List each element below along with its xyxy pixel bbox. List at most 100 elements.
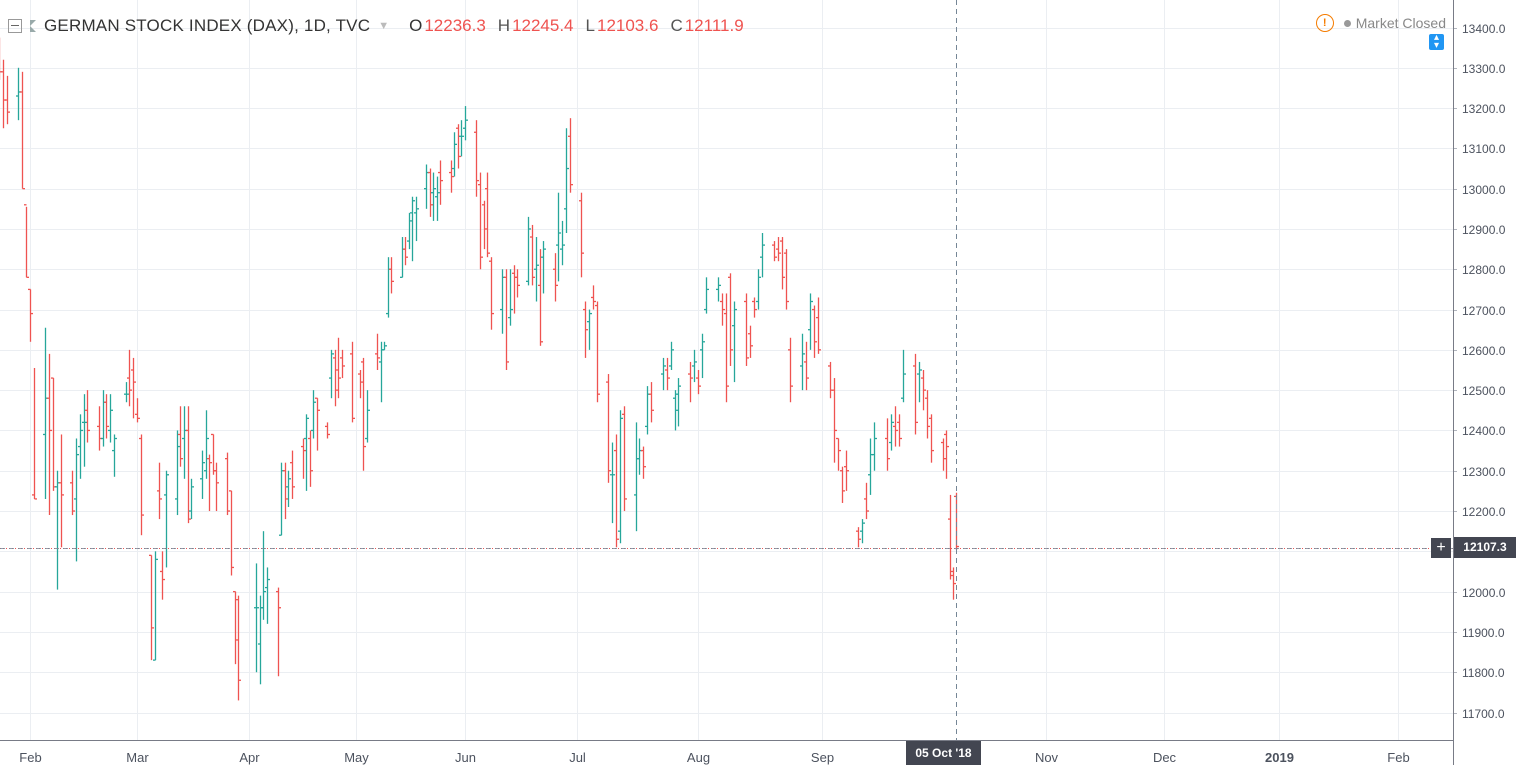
ohlc-bar: [889, 414, 894, 451]
ohlc-bar: [951, 567, 956, 600]
ohlc-bar: [948, 494, 953, 580]
x-tick-label: Jun: [455, 750, 476, 765]
ohlc-bar: [135, 398, 140, 423]
ohlc-bar: [225, 452, 230, 516]
ohlc-bar: [637, 438, 642, 475]
ohlc-bar: [696, 370, 701, 395]
auto-scale-icon[interactable]: ▴ ▾: [1429, 33, 1444, 51]
ohlc-bar: [728, 273, 733, 366]
ohlc-bar: [164, 470, 169, 568]
ohlc-bar: [16, 67, 21, 121]
y-tick-label: 13000.0: [1462, 183, 1506, 197]
ohlc-bar: [229, 490, 234, 576]
ohlc-bar: [182, 406, 187, 479]
market-status-label: Market Closed: [1355, 15, 1446, 31]
flag-icon: [30, 20, 36, 32]
x-tick-label: Sep: [811, 750, 834, 765]
ohlc-bar: [449, 160, 454, 193]
ohlc-bar: [283, 462, 288, 520]
ohlc-bar: [756, 269, 761, 310]
ohlc-bar: [279, 462, 284, 536]
x-tick-label: Nov: [1035, 750, 1059, 765]
ohlc-bar: [336, 337, 341, 399]
ohlc-bar: [808, 293, 813, 350]
ohlc-bar: [407, 212, 412, 250]
ohlc-bar: [688, 361, 693, 403]
ohlc-bar: [860, 519, 865, 544]
ohlc-bar: [265, 567, 270, 624]
warning-icon[interactable]: !: [1315, 14, 1334, 32]
status-dot-icon: [1343, 19, 1351, 27]
x-tick-label: Feb: [19, 750, 41, 765]
ohlc-bar: [538, 249, 543, 346]
ohlc-bar: [595, 301, 600, 403]
y-tick-label: 12200.0: [1462, 505, 1506, 519]
y-tick-label: 12600.0: [1462, 344, 1506, 358]
x-tick-label: Apr: [239, 750, 260, 765]
market-status: ! Market Closed: [1315, 14, 1446, 32]
chevron-down-icon[interactable]: ▼: [378, 20, 390, 32]
ohlc-bar: [622, 406, 627, 512]
x-tick-label: Aug: [687, 750, 710, 765]
ohlc-bar: [530, 224, 535, 286]
ohlc-bar: [382, 341, 387, 351]
symbol-title[interactable]: GERMAN STOCK INDEX (DAX), 1D, TVC: [44, 16, 371, 35]
ohlc-bar: [340, 349, 345, 379]
ohlc-bar: [776, 237, 781, 262]
ohlc-bar: [101, 390, 106, 447]
high-value: 12245.4: [512, 16, 574, 35]
y-tick-label: 13100.0: [1462, 142, 1506, 156]
ohlc-bar: [844, 450, 849, 491]
ohlc-bar: [211, 433, 216, 475]
ohlc-bar: [614, 434, 619, 548]
ohlc-bar: [591, 285, 596, 310]
ohlc-bar: [885, 418, 890, 471]
ohlc-bar: [186, 406, 191, 524]
ohlc-bar: [304, 414, 309, 491]
ohlc-bar: [568, 118, 573, 193]
ohlc-bar: [160, 551, 165, 600]
low-value: 12103.6: [596, 16, 659, 35]
ohlc-bar: [233, 590, 238, 665]
ohlc-bar: [452, 132, 457, 177]
ohlc-bar: [315, 397, 320, 451]
ohlc-bar: [329, 349, 334, 399]
ohlc-bar: [24, 204, 29, 278]
ohlc-bar: [207, 454, 212, 512]
ohlc-bar: [944, 430, 949, 479]
ohlc-bar: [47, 353, 52, 516]
ohlc-bar: [673, 390, 678, 431]
ohlc-bar: [175, 430, 180, 516]
ohlc-bar: [606, 374, 611, 483]
ohlc-bar: [832, 378, 837, 463]
ohlc-bar: [78, 414, 83, 479]
ohlc-bar: [676, 378, 681, 427]
ohlc-bar: [204, 410, 209, 479]
x-tick-label: Mar: [126, 750, 149, 765]
ohlc-bar: [28, 288, 33, 342]
ohlc-bar: [541, 241, 546, 294]
ohlc-bar: [634, 422, 639, 532]
ohlc-bar: [556, 192, 561, 282]
collapse-icon[interactable]: [8, 19, 22, 33]
ohlc-bar: [153, 551, 158, 661]
ohlc-bar: [716, 277, 721, 302]
ohlc-bar: [157, 462, 162, 520]
ohlc-bar: [459, 120, 464, 157]
ohlc-bar: [474, 120, 479, 197]
x-tick-label: Feb: [1387, 750, 1409, 765]
ohlc-bar: [512, 265, 517, 314]
ohlc-bar: [812, 305, 817, 358]
ohlc-bar: [901, 349, 906, 403]
crosshair-date-label: 05 Oct '18: [906, 741, 981, 765]
plus-icon[interactable]: +: [1431, 538, 1451, 558]
ohlc-bar: [772, 241, 777, 262]
ohlc-bar: [913, 353, 918, 435]
ohlc-bar: [760, 233, 765, 278]
ohlc-bar: [361, 357, 366, 471]
y-tick-label: 12000.0: [1462, 586, 1506, 600]
ohlc-bar: [618, 410, 623, 544]
ohlc-bar: [124, 382, 129, 403]
ohlc-bars: [0, 37, 959, 701]
